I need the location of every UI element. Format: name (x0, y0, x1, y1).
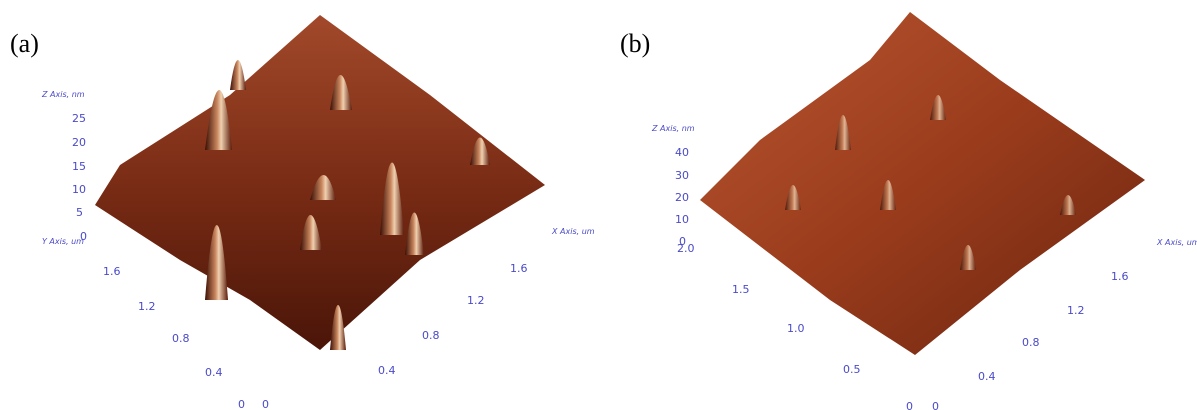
z-tick-label: 10 (72, 183, 86, 196)
y-tick-label: 1.6 (103, 265, 121, 278)
y-tick-label: 0 (906, 400, 913, 410)
z-tick-label: 5 (76, 206, 83, 219)
y-tick-label: 0 (238, 398, 245, 410)
z-tick-label: 15 (72, 160, 86, 173)
x-tick-label: 0.4 (978, 370, 996, 383)
y-axis-title: Y Axis, um (42, 237, 84, 246)
z-tick-label: 25 (72, 112, 86, 125)
x-tick-label: 0.8 (1022, 336, 1040, 349)
x-tick-label: 0.8 (422, 329, 440, 342)
y-tick-label: 1.2 (138, 300, 156, 313)
y-tick-label: 2.0 (677, 242, 695, 255)
x-tick-label: 1.6 (510, 262, 528, 275)
x-tick-label: 1.2 (1067, 304, 1085, 317)
y-tick-label: 0.5 (843, 363, 861, 376)
x-axis-title: X Axis, um (1156, 238, 1197, 247)
peak (230, 60, 246, 90)
x-tick-label: 1.6 (1111, 270, 1129, 283)
x-tick-label: 0 (262, 398, 269, 410)
z-axis-title: Z Axis, nm (41, 90, 85, 99)
y-tick-label: 1.5 (732, 283, 750, 296)
x-tick-label: 0.4 (378, 364, 396, 377)
z-tick-label: 30 (675, 169, 689, 182)
z-tick-label: 20 (675, 191, 689, 204)
z-tick-label: 20 (72, 136, 86, 149)
z-tick-label: 40 (675, 146, 689, 159)
z-axis-title: Z Axis, nm (651, 124, 695, 133)
z-tick-label: 10 (675, 213, 689, 226)
y-tick-label: 1.0 (787, 322, 805, 335)
y-tick-label: 0.8 (172, 332, 190, 345)
x-axis-title: X Axis, um (551, 227, 595, 236)
x-tick-label: 1.2 (467, 294, 485, 307)
panel-label: (a) (10, 29, 39, 58)
panel-label: (b) (620, 29, 650, 58)
x-tick-label: 0 (932, 400, 939, 410)
figure: (a) Z Axis, nm 25 20 15 10 5 0 Y Axis, um 1.6 1.2 0… (0, 0, 1197, 410)
y-tick-label: 0.4 (205, 366, 223, 379)
